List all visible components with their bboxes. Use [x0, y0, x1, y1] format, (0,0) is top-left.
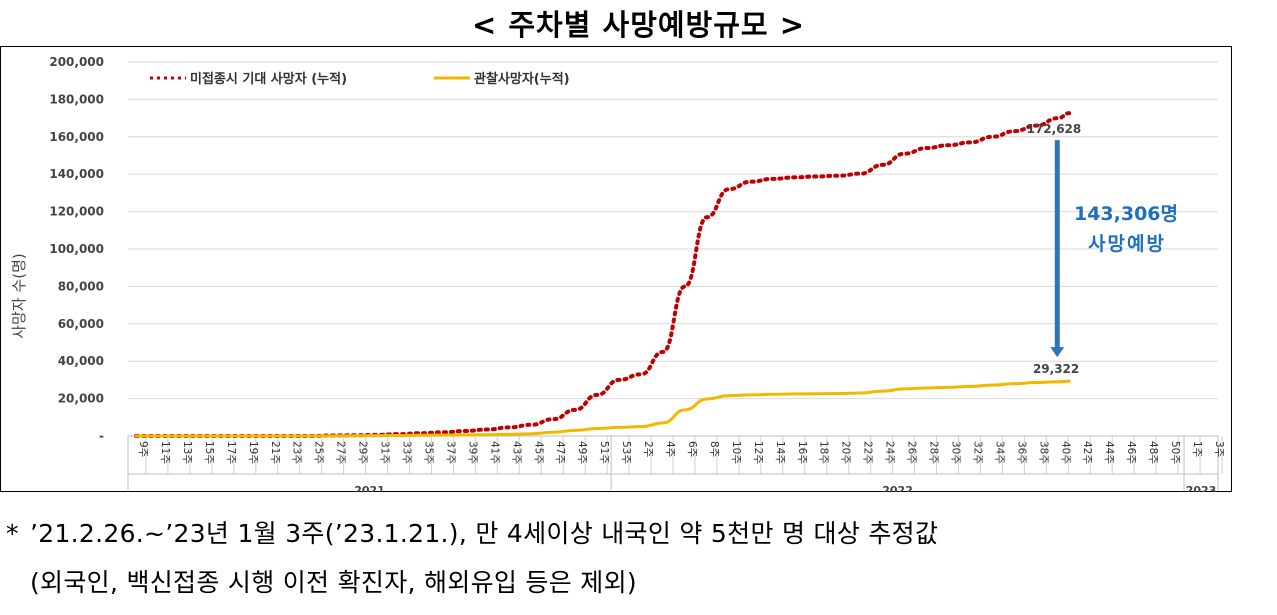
x-tick-label: 14주	[774, 441, 786, 464]
legend-observed-label: 관찰사망자(누적)	[474, 71, 570, 87]
x-tick-label: 22주	[862, 441, 874, 464]
footnote-star: *	[6, 519, 19, 548]
prevented-text-label: 사망예방	[1088, 233, 1166, 255]
x-tick-label: 29주	[357, 441, 369, 464]
x-tick-label: 27주	[335, 441, 347, 464]
x-tick-label: 48주	[1147, 441, 1159, 464]
x-tick-label: 19주	[247, 441, 259, 464]
legend: 미접종시 기대 사망자 (누적) 관찰사망자(누적)	[150, 71, 570, 87]
grid-lines	[127, 61, 1223, 490]
y-tick-label: 20,000	[58, 392, 104, 406]
x-tick-label: 43주	[510, 441, 522, 464]
x-tick-label: 50주	[1169, 441, 1181, 464]
x-tick-label: 41주	[488, 441, 500, 464]
x-tick-label: 33주	[401, 441, 413, 464]
x-tick-label: 9주	[137, 441, 149, 458]
y-tick-label: 60,000	[58, 317, 104, 331]
x-tick-label: 40주	[1059, 441, 1071, 464]
year-label: 2021	[354, 484, 385, 492]
x-tick-label: 18주	[818, 441, 830, 464]
expected-deaths-line	[134, 111, 1072, 438]
x-tick-label: 47주	[554, 441, 566, 464]
x-tick-label: 38주	[1037, 441, 1049, 464]
x-tick-label: 32주	[971, 441, 983, 464]
x-tick-label: 21주	[269, 441, 281, 464]
footnote-line-1: * ’21.2.26.~’23년 1월 3주(’23.1.21.), 만 4세이상…	[6, 514, 938, 550]
year-label: 2023	[1186, 484, 1217, 492]
x-tick-label: 53주	[620, 441, 632, 464]
x-tick-label: 28주	[928, 441, 940, 464]
x-tick-label: 16주	[796, 441, 808, 464]
footnote-text-1: ’21.2.26.~’23년 1월 3주(’23.1.21.), 만 4세이상 …	[30, 519, 939, 548]
y-axis-ticks: - 20,000 40,000 60,000 80,000 100,000 120,000 1…	[49, 55, 104, 443]
x-tick-label: 30주	[949, 441, 961, 464]
x-tick-label: 17주	[225, 441, 237, 464]
x-tick-label: 1주	[1191, 441, 1203, 458]
prevented-arrow-head	[1050, 347, 1065, 358]
legend-expected-label: 미접종시 기대 사망자 (누적)	[190, 71, 347, 87]
x-tick-label: 2주	[642, 441, 654, 458]
x-tick-label: 26주	[906, 441, 918, 464]
y-axis-label: 사망자 수(명)	[10, 253, 28, 338]
x-tick-label: 35주	[422, 441, 434, 464]
y-tick-label: 40,000	[58, 354, 104, 368]
y-tick-label: -	[99, 429, 104, 443]
x-tick-label: 11주	[159, 441, 171, 464]
year-label: 2022	[882, 484, 913, 492]
x-tick-label: 13주	[181, 441, 193, 464]
page-title: < 주차별 사망예방규모 >	[471, 8, 805, 42]
prevented-count-label: 143,306명	[1074, 203, 1178, 225]
y-tick-label: 180,000	[49, 92, 104, 106]
expected-end-label: 172,628	[1027, 122, 1082, 136]
x-tick-label: 25주	[313, 441, 325, 464]
x-tick-label: 3주	[1213, 441, 1225, 458]
x-tick-label: 49주	[576, 441, 588, 464]
y-tick-label: 120,000	[49, 205, 104, 219]
x-tick-label: 42주	[1081, 441, 1093, 464]
x-tick-label: 15주	[203, 441, 215, 464]
x-tick-label: 20주	[840, 441, 852, 464]
chart-frame	[0, 46, 1232, 492]
x-tick-label: 8주	[708, 441, 720, 458]
x-tick-label: 36주	[1015, 441, 1027, 464]
x-axis-ticks: 9주 11주 13주 15주 17주 19주 21주 23주 25주 27주 29주 31주 33주 35…	[137, 441, 1225, 492]
x-tick-label: 44주	[1103, 441, 1115, 464]
y-tick-label: 160,000	[49, 130, 104, 144]
observed-end-label: 29,322	[1033, 362, 1079, 376]
x-tick-label: 4주	[664, 441, 676, 458]
footnote-line-2: (외국인, 백신접종 시행 이전 확진자, 해외유입 등은 제외)	[30, 568, 637, 597]
x-tick-label: 39주	[466, 441, 478, 464]
x-tick-label: 12주	[752, 441, 764, 464]
x-tick-label: 37주	[444, 441, 456, 464]
y-tick-label: 80,000	[58, 279, 104, 293]
x-tick-label: 6주	[686, 441, 698, 458]
x-tick-label: 24주	[884, 441, 896, 464]
x-tick-label: 46주	[1125, 441, 1137, 464]
vaccine-death-prevention-chart: - 20,000 40,000 60,000 80,000 100,000 120,000 1…	[10, 55, 1225, 492]
y-tick-label: 200,000	[49, 55, 104, 69]
x-tick-label: 51주	[598, 441, 610, 464]
x-tick-label: 34주	[993, 441, 1005, 464]
x-tick-label: 31주	[379, 441, 391, 464]
x-tick-label: 10주	[730, 441, 742, 464]
series-lines	[134, 111, 1072, 438]
y-tick-label: 140,000	[49, 167, 104, 181]
x-tick-label: 45주	[532, 441, 544, 464]
x-tick-label: 23주	[291, 441, 303, 464]
y-tick-label: 100,000	[49, 242, 104, 256]
observed-deaths-line	[134, 379, 1071, 438]
